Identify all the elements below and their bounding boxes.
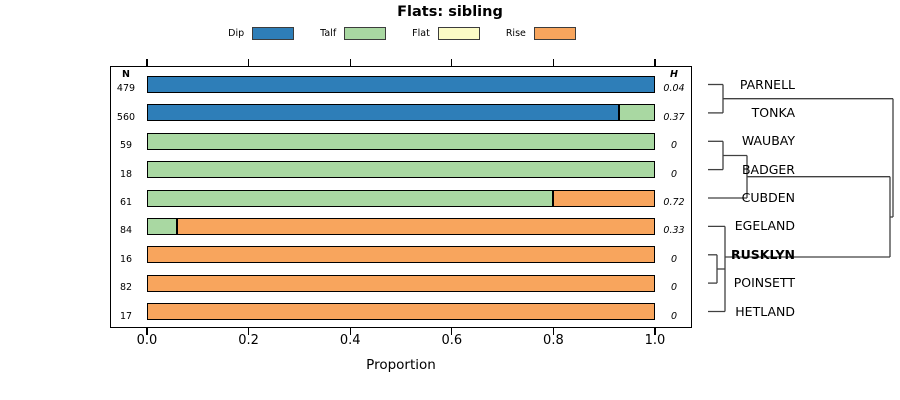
n-value: 560 xyxy=(116,111,136,123)
n-value: 18 xyxy=(119,168,133,180)
x-axis-tick-label: 0.4 xyxy=(339,333,361,348)
n-value: 82 xyxy=(119,282,133,294)
bar-segment-rise xyxy=(177,217,655,235)
legend-swatch-flat xyxy=(437,26,480,40)
x-axis-tick-bottom xyxy=(552,328,555,335)
bar-segment-talf xyxy=(619,104,655,122)
y-axis-label: RUSKLYN xyxy=(731,246,795,262)
legend-label: Talf xyxy=(320,27,337,39)
x-axis-tick-label: 0.2 xyxy=(238,333,259,348)
legend-label: Rise xyxy=(505,27,526,39)
n-value: 16 xyxy=(119,253,133,265)
x-axis-tick-top xyxy=(146,59,148,66)
x-axis-tick-bottom xyxy=(654,328,656,335)
legend-swatch-talf xyxy=(344,26,387,40)
y-axis-label: TONKA xyxy=(751,104,795,120)
x-axis-tick-top xyxy=(349,59,351,66)
n-value: 84 xyxy=(119,225,133,237)
bar-segment-talf xyxy=(147,217,178,235)
legend: Dip Talf Flat Rise xyxy=(0,25,804,41)
x-axis-tick-top xyxy=(654,59,656,66)
x-axis-tick-label: 0.8 xyxy=(543,333,564,348)
x-axis-tick-label: 0.0 xyxy=(136,333,158,348)
y-axis-label: EGELAND xyxy=(734,218,795,234)
bar-segment-talf xyxy=(147,189,554,207)
bar-segment-rise xyxy=(147,246,655,264)
legend-item-flat: Flat xyxy=(412,26,480,40)
chart-title: Flats: sibling xyxy=(397,4,503,20)
y-axis-label: HETLAND xyxy=(735,303,795,319)
y-axis-label: PARNELL xyxy=(739,76,795,92)
x-axis-tick-top xyxy=(248,59,250,66)
legend-label: Dip xyxy=(228,27,245,39)
x-axis-tick-label: 1.0 xyxy=(644,333,666,348)
x-axis-tick-bottom xyxy=(248,328,250,335)
legend-label: Flat xyxy=(412,27,430,39)
y-axis-label: POINSETT xyxy=(733,275,795,291)
legend-item-talf: Talf xyxy=(320,26,387,40)
plot-area xyxy=(110,66,692,328)
n-value: 479 xyxy=(116,82,136,94)
h-value: 0 xyxy=(670,168,678,180)
h-value: 0 xyxy=(670,282,678,294)
y-axis-label: BADGER xyxy=(741,161,795,177)
bar-segment-rise xyxy=(147,303,655,320)
bar-segment-rise xyxy=(553,189,655,207)
y-axis-label: WAUBAY xyxy=(741,133,795,149)
bar-segment-dip xyxy=(147,76,655,93)
n-value: 61 xyxy=(119,197,133,208)
legend-item-dip: Dip xyxy=(228,26,295,40)
bar-segment-talf xyxy=(147,132,655,150)
h-value: 0 xyxy=(670,310,678,322)
h-value: 0.33 xyxy=(663,225,685,237)
h-value: 0.37 xyxy=(663,111,685,123)
column-header-n: N xyxy=(122,69,130,80)
y-axis-label: CUBDEN xyxy=(741,190,795,205)
n-value: 17 xyxy=(119,310,133,322)
bar-segment-rise xyxy=(147,274,655,292)
x-axis-tick-bottom xyxy=(349,328,351,335)
x-axis-tick-top xyxy=(552,59,555,66)
legend-swatch-rise xyxy=(533,26,576,40)
x-axis-tick-bottom xyxy=(146,328,148,335)
h-value: 0.04 xyxy=(663,82,685,94)
h-value: 0.72 xyxy=(663,197,685,208)
bar-segment-dip xyxy=(147,104,620,122)
h-value: 0 xyxy=(670,253,678,265)
column-header-h: H xyxy=(670,69,678,80)
x-axis-title: Proportion xyxy=(366,357,436,373)
n-value: 59 xyxy=(119,140,133,152)
x-axis-tick-label: 0.6 xyxy=(441,333,463,348)
x-axis-tick-bottom xyxy=(451,328,453,335)
bar-segment-talf xyxy=(147,161,655,179)
x-axis-tick-top xyxy=(451,59,453,66)
h-value: 0 xyxy=(670,140,678,152)
legend-swatch-dip xyxy=(252,26,295,40)
legend-item-rise: Rise xyxy=(505,26,576,40)
